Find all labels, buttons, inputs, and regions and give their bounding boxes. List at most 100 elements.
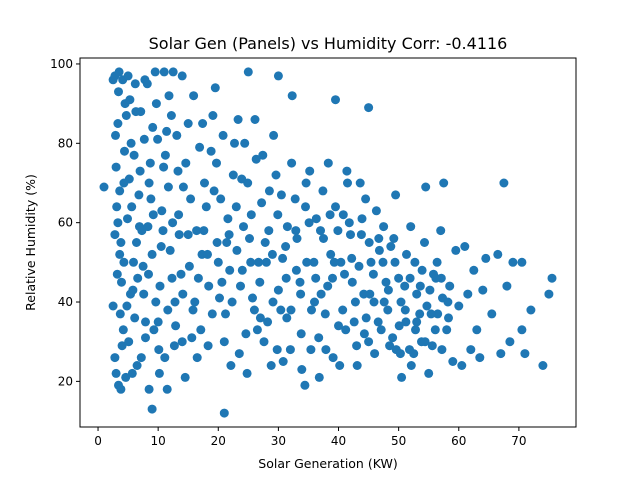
data-point (241, 329, 251, 339)
data-point (346, 230, 355, 240)
data-point (153, 317, 163, 327)
data-point (374, 245, 384, 255)
data-point (122, 301, 132, 311)
scatter-points (99, 67, 557, 418)
data-point (405, 273, 415, 283)
data-point (336, 257, 346, 267)
x-tick-label: 20 (211, 434, 226, 448)
data-point (203, 249, 212, 259)
data-point (136, 353, 146, 363)
data-point (243, 67, 253, 77)
data-point (273, 210, 283, 220)
data-point (411, 325, 420, 335)
data-point (444, 313, 453, 323)
data-point (108, 301, 118, 311)
data-point (115, 186, 125, 196)
data-point (130, 79, 140, 89)
data-point (300, 380, 310, 390)
data-point (271, 170, 281, 180)
x-tick-label: 60 (451, 434, 466, 448)
data-point (347, 277, 357, 287)
data-point (188, 305, 198, 315)
data-point (359, 329, 369, 339)
data-point (223, 214, 233, 224)
data-point (272, 345, 282, 355)
data-point (120, 146, 129, 156)
data-point (164, 91, 174, 101)
data-point (135, 166, 145, 176)
data-point (210, 83, 220, 93)
data-point (460, 242, 470, 251)
data-point (151, 297, 161, 307)
data-point (517, 325, 527, 335)
data-point (198, 119, 208, 128)
data-point (217, 277, 227, 287)
data-point (189, 91, 199, 101)
data-point (397, 372, 407, 382)
data-point (139, 289, 149, 299)
data-point (424, 368, 434, 378)
data-point (112, 269, 122, 279)
data-point (433, 309, 443, 319)
data-point (499, 178, 509, 188)
data-point (249, 305, 259, 315)
data-point (123, 71, 133, 81)
data-point (245, 234, 254, 243)
x-tick-label: 70 (511, 434, 526, 448)
data-point (132, 361, 142, 370)
x-tick-label: 30 (271, 434, 286, 448)
data-point (113, 218, 123, 228)
data-point (114, 67, 124, 77)
data-point (168, 218, 178, 228)
data-point (333, 226, 343, 236)
data-point (170, 297, 180, 307)
data-point (158, 226, 168, 236)
data-point (310, 297, 319, 307)
data-point (132, 238, 141, 247)
data-point (242, 368, 252, 378)
data-point (115, 309, 125, 319)
y-tick-label: 20 (58, 374, 73, 388)
data-point (224, 230, 234, 240)
data-point (331, 202, 340, 212)
data-point (207, 309, 217, 319)
data-point (195, 142, 205, 152)
data-point (496, 349, 506, 359)
data-point (135, 222, 144, 232)
plot-frame (79, 57, 577, 428)
y-tick-label: 80 (58, 136, 73, 150)
data-point (329, 257, 339, 267)
data-point (154, 345, 164, 355)
y-tick-label: 100 (50, 57, 73, 71)
data-point (268, 297, 278, 307)
data-point (415, 281, 425, 291)
data-point (113, 119, 123, 128)
data-point (116, 238, 126, 247)
data-point (219, 337, 229, 347)
data-point (412, 317, 422, 327)
data-point (218, 130, 228, 140)
data-point (127, 368, 137, 378)
data-point (112, 202, 122, 212)
data-point (352, 341, 362, 351)
data-point (208, 111, 218, 120)
data-point (237, 174, 247, 184)
data-point (110, 230, 120, 240)
data-point (437, 345, 447, 355)
data-point (193, 273, 203, 283)
data-point (144, 384, 154, 394)
data-point (159, 67, 169, 77)
data-point (400, 305, 410, 315)
data-point (227, 297, 237, 307)
data-point (231, 202, 241, 212)
data-point (342, 166, 352, 176)
data-point (364, 103, 374, 113)
data-point (219, 408, 229, 418)
data-point (134, 190, 144, 200)
data-point (295, 277, 305, 287)
x-tick-label: 10 (151, 434, 166, 448)
data-point (233, 115, 243, 124)
data-point (385, 341, 395, 351)
data-point (314, 372, 324, 382)
data-point (251, 154, 261, 164)
